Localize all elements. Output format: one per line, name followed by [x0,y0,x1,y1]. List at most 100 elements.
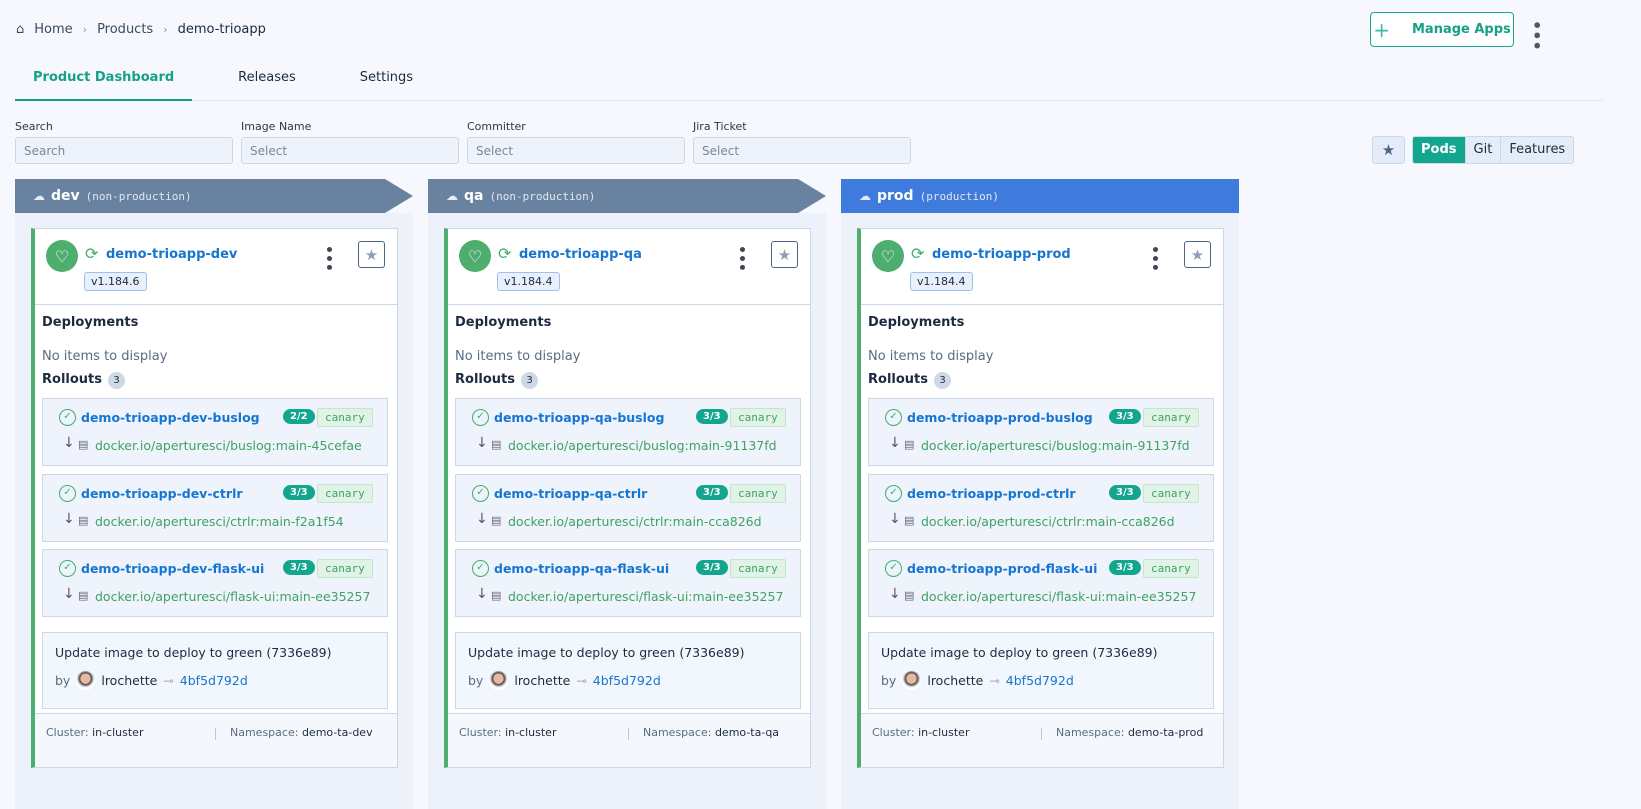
rollout-item[interactable]: ✓ demo-trioapp-qa-buslog 3/3 canary ↓ ▤ … [455,398,801,466]
rollout-item[interactable]: ✓ demo-trioapp-dev-ctrlr 3/3 canary ↓ ▤ … [42,473,388,542]
rollout-item[interactable]: ✓ demo-trioapp-prod-flask-ui 3/3 canary … [868,549,1214,617]
more-menu-icon[interactable]: ••• [733,245,749,272]
arrow-down-icon: ↓ [63,586,75,602]
committer-select[interactable] [467,137,685,164]
image-link[interactable]: docker.io/aperturesci/flask-ui:main-ee35… [508,589,784,604]
image-link[interactable]: docker.io/aperturesci/ctrlr:main-f2a1f54 [95,513,344,529]
strategy-badge: canary [317,408,373,427]
rollout-name[interactable]: demo-trioapp-prod-flask-ui [907,561,1098,576]
strategy-badge: canary [317,483,373,503]
rollout-item[interactable]: ✓ demo-trioapp-dev-flask-ui 3/3 canary ↓… [42,549,388,617]
cluster-label: Cluster: [459,726,502,739]
rollout-name[interactable]: demo-trioapp-dev-buslog [81,410,260,425]
favorites-filter-button[interactable]: ★ [1372,136,1405,164]
search-input[interactable] [15,137,233,164]
ready-badge: 3/3 [1109,484,1141,500]
home-icon[interactable]: ⌂ [16,22,25,37]
commit-info: Update image to deploy to green (7336e89… [868,632,1214,709]
strategy-badge: canary [730,559,786,578]
image-link[interactable]: docker.io/aperturesci/ctrlr:main-cca826d [508,513,762,529]
breadcrumb-products[interactable]: Products [97,22,154,37]
image-name-label: Image Name [241,120,312,133]
image-name-select[interactable] [241,137,459,164]
app-name-link[interactable]: demo-trioapp-qa [519,247,642,262]
commit-sha-link[interactable]: 4bf5d792d [179,673,248,688]
image-link[interactable]: docker.io/aperturesci/buslog:main-91137f… [921,438,1190,453]
heart-health-icon: ♡ [872,240,904,272]
cluster-value: in-cluster [92,726,144,739]
check-circle-icon: ✓ [472,484,489,502]
tab-settings[interactable]: Settings [359,70,414,85]
version-badge: v1.184.4 [910,272,973,291]
rollout-item[interactable]: ✓ demo-trioapp-dev-buslog 2/2 canary ↓ ▤… [42,398,388,466]
commit-sha-link[interactable]: 4bf5d792d [592,673,661,688]
arrow-down-icon: ↓ [476,586,488,602]
breadcrumb-home[interactable]: Home [34,22,73,37]
strategy-badge: canary [1143,559,1199,578]
star-icon[interactable]: ★ [1184,241,1211,268]
empty-message: No items to display [868,349,994,364]
star-icon: ★ [1381,141,1396,159]
rollouts-count: 3 [108,372,125,389]
strategy-badge: canary [730,408,786,427]
namespace-value: demo-ta-qa [714,726,780,739]
view-toggle: Pods Git Features [1412,136,1575,164]
rollout-name[interactable]: demo-trioapp-dev-ctrlr [81,485,243,501]
ready-badge: 3/3 [283,560,315,575]
view-features-button[interactable]: Features [1500,137,1574,163]
manage-apps-button[interactable]: + Manage Apps [1370,12,1514,47]
commit-sha-link[interactable]: 4bf5d792d [1005,673,1074,688]
view-git-button[interactable]: Git [1464,137,1501,163]
version-badge: v1.184.6 [84,272,147,291]
strategy-badge: canary [730,483,786,503]
arrow-down-icon: ↓ [889,586,901,602]
app-name-link[interactable]: demo-trioapp-prod [932,247,1071,262]
committer-name: lrochette [514,673,571,688]
plus-icon: + [1373,17,1390,42]
view-pods-button[interactable]: Pods [1413,137,1465,163]
arrow-down-icon: ↓ [889,435,901,451]
jira-ticket-label: Jira Ticket [693,120,747,133]
tab-releases[interactable]: Releases [238,70,296,85]
card-footer: Cluster: in-cluster Namespace: demo-ta-q… [448,713,810,767]
check-circle-icon: ✓ [59,484,76,502]
image-link[interactable]: docker.io/aperturesci/flask-ui:main-ee35… [921,589,1197,604]
more-menu-icon[interactable]: ••• [1146,245,1162,272]
image-link[interactable]: docker.io/aperturesci/flask-ui:main-ee35… [95,589,371,604]
rollout-name[interactable]: demo-trioapp-prod-ctrlr [907,485,1076,501]
document-icon: ▤ [491,589,502,602]
namespace-label: Namespace: [230,726,299,739]
more-menu-icon[interactable]: ••• [1527,20,1546,51]
check-circle-icon: ✓ [885,560,902,577]
rollouts-label: Rollouts [868,372,928,387]
rollout-item[interactable]: ✓ demo-trioapp-prod-buslog 3/3 canary ↓ … [868,398,1214,466]
document-icon: ▤ [78,438,89,451]
rollout-item[interactable]: ✓ demo-trioapp-prod-ctrlr 3/3 canary ↓ ▤… [868,473,1214,542]
rollout-item[interactable]: ✓ demo-trioapp-qa-ctrlr 3/3 canary ↓ ▤ d… [455,473,801,542]
rollout-name[interactable]: demo-trioapp-prod-buslog [907,410,1093,425]
star-icon[interactable]: ★ [771,241,798,268]
image-link[interactable]: docker.io/aperturesci/buslog:main-91137f… [508,438,777,453]
cloud-icon: ☁ [859,189,871,203]
arrow-down-icon: ↓ [889,510,901,527]
app-name-link[interactable]: demo-trioapp-dev [106,247,238,262]
image-link[interactable]: docker.io/aperturesci/buslog:main-45cefa… [95,438,362,453]
strategy-badge: canary [1143,483,1199,503]
rollout-item[interactable]: ✓ demo-trioapp-qa-flask-ui 3/3 canary ↓ … [455,549,801,617]
chevron-right-icon: › [82,23,88,36]
star-icon[interactable]: ★ [358,241,385,268]
rollout-name[interactable]: demo-trioapp-qa-ctrlr [494,485,648,501]
rollout-name[interactable]: demo-trioapp-qa-flask-ui [494,561,670,576]
avatar [902,671,922,690]
search-label: Search [15,120,53,133]
tab-product-dashboard[interactable]: Product Dashboard [15,60,193,101]
jira-ticket-select[interactable] [693,137,911,164]
breadcrumb: ⌂ Home › Products › demo-trioapp [16,22,266,37]
rollouts-heading: Rollouts 3 [868,372,951,389]
rollout-name[interactable]: demo-trioapp-qa-buslog [494,410,665,425]
environment-header: ☁ prod (production) [841,179,1239,213]
ready-badge: 3/3 [1109,409,1141,424]
rollout-name[interactable]: demo-trioapp-dev-flask-ui [81,561,265,576]
image-link[interactable]: docker.io/aperturesci/ctrlr:main-cca826d [921,513,1175,529]
more-menu-icon[interactable]: ••• [320,245,336,272]
